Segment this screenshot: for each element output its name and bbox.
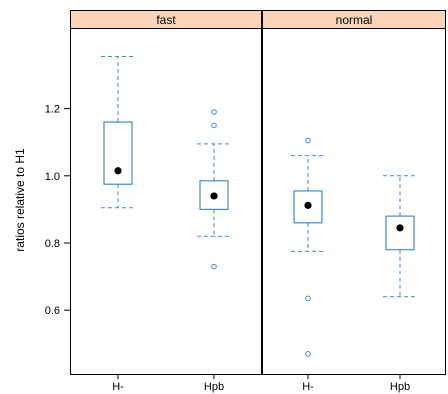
y-axis-label: ratios relative to H1 [13,148,27,252]
iqr-box [385,215,415,251]
panel-1: normal H- Hpb [262,10,446,393]
outlier-point [305,295,311,302]
median-dot [304,201,312,209]
panel-strip-label: fast [156,13,176,27]
y-tick-label: 1.2 [45,104,60,116]
median-dot [114,167,122,175]
panel-frame [70,28,262,375]
y-tick-label: 0.8 [45,238,60,250]
box-Hpb: Hpb [197,109,231,393]
outlier-point [211,109,217,115]
axes-layer: 0.6 0.8 1.0 1.2 [45,104,70,317]
iqr-box [199,180,229,210]
box-H-: H- [101,56,135,393]
panel-strip-label: normal [336,13,373,27]
x-tick-label: H- [302,381,314,393]
x-tick-label: Hpb [204,381,224,393]
y-tick-label: 0.6 [45,305,60,317]
median-dot [210,192,218,200]
y-tick-label: 1.0 [45,171,60,183]
outlier-point [305,351,311,357]
panel-0: fast H- Hpb [70,10,262,393]
outlier-point [305,137,311,144]
x-tick-label: H- [112,381,124,393]
x-tick-label: Hpb [390,381,410,393]
iqr-box [103,121,133,185]
iqr-box [293,190,323,224]
median-dot [396,224,404,232]
outlier-point [211,263,217,270]
box-Hpb: Hpb [383,175,417,393]
panel-frame [262,28,446,375]
panels-layer: fast H- Hpb normal H- Hpb [70,10,446,393]
box-H-: H- [291,137,325,393]
outlier-point [211,122,217,129]
